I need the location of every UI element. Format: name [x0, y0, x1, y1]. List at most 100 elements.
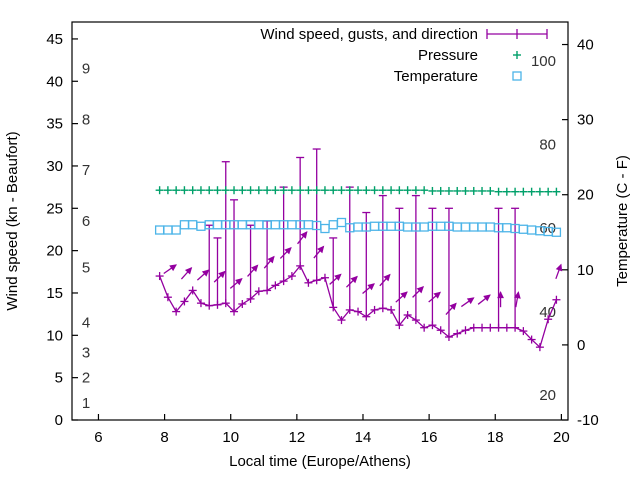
- wind-direction-arrow-head: [317, 245, 325, 254]
- x-tick-label: 20: [553, 429, 570, 446]
- y-axis-title-left: Wind speed (kn - Beaufort): [4, 131, 21, 310]
- temperature-marker: [163, 225, 173, 235]
- y-tick-label-left: 35: [46, 116, 63, 133]
- temperature-marker: [287, 220, 297, 230]
- temperature-marker: [328, 220, 338, 230]
- fahrenheit-label: 80: [539, 136, 556, 153]
- temperature-marker: [254, 220, 264, 230]
- temperature-marker: [469, 222, 479, 232]
- y-tick-label-left: 20: [46, 243, 63, 260]
- wind-direction-arrow-head: [169, 264, 177, 272]
- wind-direction-arrow-head: [251, 264, 259, 272]
- legend-sample-temperature: [512, 71, 522, 81]
- x-tick-label: 10: [222, 429, 239, 446]
- legend-label-pressure: Pressure: [418, 47, 478, 64]
- temperature-marker: [460, 222, 471, 232]
- wind-direction-arrow-head: [284, 247, 292, 255]
- wind-speed-series: [155, 261, 561, 352]
- wind-direction-arrow-head: [334, 273, 342, 281]
- wind-direction-arrow-head: [235, 278, 243, 286]
- temperature-series: [154, 217, 562, 237]
- axis-titles: Wind speed (kn - Beaufort) Temperature (C…: [4, 131, 631, 470]
- y-tick-label-left: 40: [46, 73, 63, 90]
- x-tick-label: 18: [487, 429, 504, 446]
- y-tick-label-left: 45: [46, 31, 63, 48]
- temperature-marker: [270, 220, 281, 230]
- temperature-marker: [179, 220, 190, 230]
- wind-direction-arrow-head: [466, 297, 475, 305]
- beaufort-label: 5: [82, 260, 90, 277]
- wind-direction-arrow-head: [483, 294, 491, 302]
- wind-direction-arrow-head: [201, 269, 210, 277]
- plot-border: [71, 21, 569, 421]
- y-tick-label-left: 0: [55, 412, 63, 429]
- wind-direction-arrow-head: [300, 231, 308, 239]
- x-axis-title: Local time (Europe/Athens): [229, 453, 411, 470]
- temperature-marker: [485, 222, 495, 232]
- temperature-marker: [353, 222, 363, 232]
- temperature-marker: [303, 220, 314, 230]
- legend: Wind speed, gusts, and direction Pressure…: [260, 26, 548, 85]
- temperature-marker: [436, 221, 446, 231]
- beaufort-label: 3: [82, 344, 90, 361]
- temperature-marker: [171, 225, 181, 235]
- fahrenheit-label: 20: [539, 387, 556, 404]
- wind-direction-arrow-head: [400, 291, 408, 299]
- x-tick-label: 6: [94, 429, 102, 446]
- temperature-marker: [452, 222, 462, 232]
- wind-direction-arrow-head: [367, 283, 375, 291]
- y-tick-label-right: 20: [577, 187, 594, 204]
- fahrenheit-label: 40: [539, 304, 556, 321]
- plot-frame: [71, 21, 569, 421]
- beaufort-label: 2: [82, 370, 90, 387]
- y-tick-label-left: 30: [46, 158, 63, 175]
- beaufort-label: 1: [82, 395, 90, 412]
- temperature-marker: [419, 222, 429, 232]
- y-tick-label-right: 0: [577, 337, 585, 354]
- temperature-marker: [551, 227, 562, 237]
- temperature-marker: [369, 221, 380, 231]
- y-tick-label-left: 10: [46, 327, 63, 344]
- y-tick-label-right: -10: [577, 412, 599, 429]
- temperature-marker: [518, 224, 529, 234]
- beaufort-label: 8: [82, 111, 90, 128]
- gust-bars-series: [205, 148, 520, 338]
- wind-direction-arrow-head: [555, 263, 563, 272]
- beaufort-label: 7: [82, 162, 90, 179]
- temperature-marker: [402, 222, 413, 232]
- x-tick-label: 8: [160, 429, 168, 446]
- x-tick-label: 16: [421, 429, 438, 446]
- temperature-marker: [188, 220, 198, 230]
- legend-label-wind: Wind speed, gusts, and direction: [260, 26, 478, 43]
- temperature-marker: [212, 220, 223, 230]
- temperature-marker: [196, 221, 206, 231]
- y-axis-title-right: Temperature (C - F): [614, 155, 631, 287]
- wind-direction-arrow-head: [184, 267, 193, 275]
- beaufort-label: 9: [82, 61, 90, 78]
- wind-direction-arrow-head: [497, 291, 504, 299]
- wind-direction-arrow-head: [218, 270, 226, 279]
- y-tick-label-left: 25: [46, 200, 63, 217]
- x-tick-label: 12: [289, 429, 306, 446]
- y-tick-label-right: 30: [577, 112, 594, 129]
- wind-direction-arrow-head: [350, 275, 358, 284]
- wind-direction-arrow-head: [383, 273, 391, 282]
- legend-label-temperature: Temperature: [394, 68, 478, 85]
- fahrenheit-label: 100: [531, 53, 556, 70]
- y-tick-label-left: 5: [55, 370, 63, 387]
- temperature-marker: [526, 225, 537, 235]
- x-tick-label: 14: [355, 429, 372, 446]
- wind-direction-arrow-head: [449, 302, 457, 311]
- wind-direction-arrow-head: [416, 285, 425, 294]
- y-tick-label-left: 15: [46, 285, 63, 302]
- pressure-series: [155, 186, 561, 196]
- temperature-marker: [502, 223, 512, 233]
- temperature-marker: [237, 220, 247, 230]
- temperature-marker: [477, 222, 487, 232]
- y-tick-label-right: 40: [577, 37, 594, 54]
- wind-direction-arrow-head: [433, 291, 442, 299]
- temperature-marker: [336, 217, 347, 228]
